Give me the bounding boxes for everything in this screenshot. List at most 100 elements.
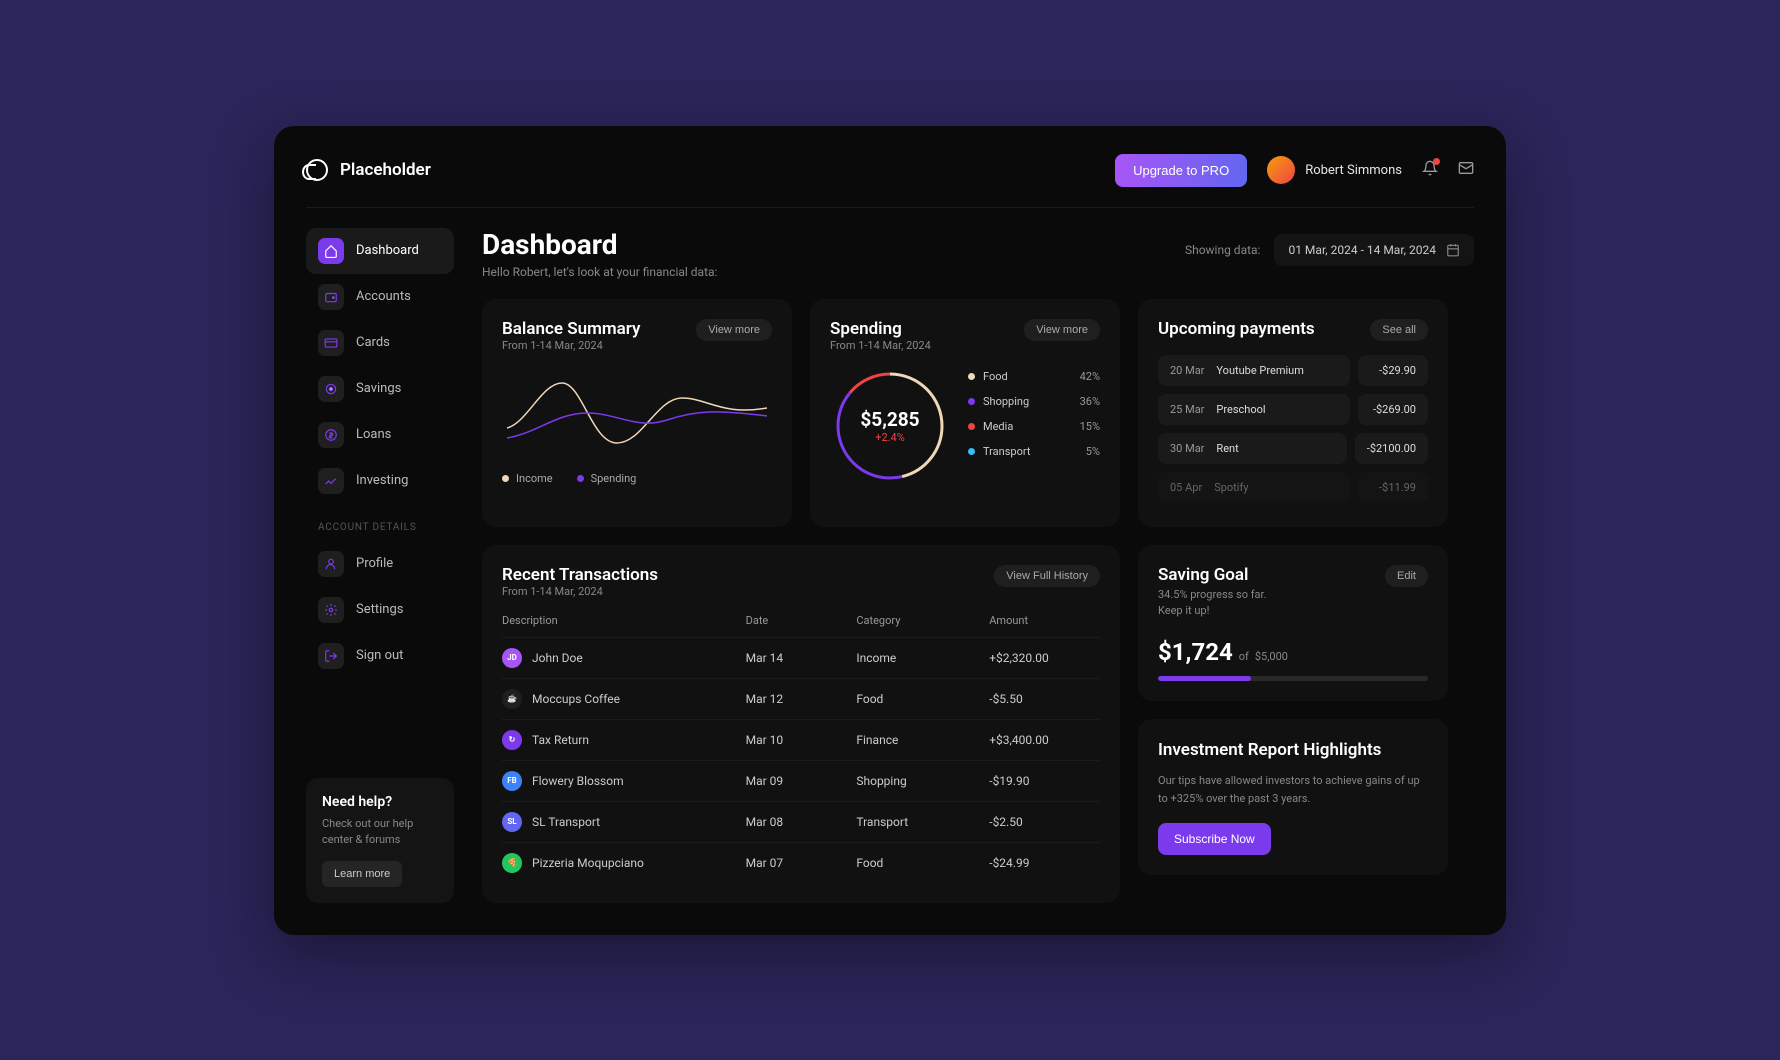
- upcoming-amount: -$269.00: [1358, 394, 1428, 425]
- upcoming-amount: -$2100.00: [1355, 433, 1428, 464]
- sidebar-item-label: Settings: [356, 602, 403, 617]
- balance-view-more-button[interactable]: View more: [696, 319, 772, 341]
- col-description: Description: [502, 614, 746, 627]
- transaction-category: Income: [856, 651, 989, 665]
- category-dot: [968, 423, 975, 430]
- sidebar-item-savings[interactable]: Savings: [306, 366, 454, 412]
- upcoming-row[interactable]: 20 MarYoutube Premium -$29.90: [1158, 355, 1428, 386]
- dollar-icon: [318, 422, 344, 448]
- chart-icon: [318, 468, 344, 494]
- see-all-button[interactable]: See all: [1370, 319, 1428, 341]
- goal-progress: [1158, 676, 1428, 681]
- piggy-icon: [318, 376, 344, 402]
- transaction-category: Food: [856, 856, 989, 870]
- upcoming-amount: -$29.90: [1358, 355, 1428, 386]
- header-actions: Upgrade to PRO Robert Simmons: [1115, 154, 1474, 187]
- transaction-icon: ☕: [502, 689, 522, 709]
- spending-category: Shopping 36%: [968, 395, 1100, 408]
- user-menu[interactable]: Robert Simmons: [1267, 156, 1402, 184]
- table-row[interactable]: SL SL Transport Mar 08 Transport -$2.50: [502, 801, 1100, 842]
- upcoming-card: Upcoming payments See all 20 MarYoutube …: [1138, 299, 1448, 527]
- sidebar-item-profile[interactable]: Profile: [306, 541, 454, 587]
- transaction-category: Food: [856, 692, 989, 706]
- transaction-date: Mar 10: [746, 733, 857, 747]
- sidebar-item-label: Profile: [356, 556, 393, 571]
- learn-more-button[interactable]: Learn more: [322, 861, 402, 887]
- upcoming-row[interactable]: 25 MarPreschool -$269.00: [1158, 394, 1428, 425]
- help-title: Need help?: [322, 794, 438, 810]
- transaction-date: Mar 12: [746, 692, 857, 706]
- category-name: Transport: [983, 445, 1078, 458]
- upcoming-row[interactable]: 05 AprSpotify -$11.99: [1158, 472, 1428, 503]
- spending-view-more-button[interactable]: View more: [1024, 319, 1100, 341]
- calendar-icon: [1446, 243, 1460, 257]
- category-pct: 42%: [1080, 370, 1100, 383]
- table-row[interactable]: FB Flowery Blossom Mar 09 Shopping -$19.…: [502, 760, 1100, 801]
- transaction-amount: +$3,400.00: [989, 733, 1100, 747]
- sidebar-item-investing[interactable]: Investing: [306, 458, 454, 504]
- sidebar-item-label: Sign out: [356, 648, 403, 663]
- recent-transactions-card: Recent Transactions From 1-14 Mar, 2024 …: [482, 545, 1120, 903]
- sidebar-item-settings[interactable]: Settings: [306, 587, 454, 633]
- upcoming-title: Upcoming payments: [1158, 319, 1315, 339]
- invest-text: Our tips have allowed investors to achie…: [1158, 772, 1428, 807]
- balance-card: Balance Summary From 1-14 Mar, 2024 View…: [482, 299, 792, 527]
- balance-legend: Income Spending: [502, 472, 772, 485]
- upcoming-date: 25 Mar: [1170, 403, 1204, 416]
- table-row[interactable]: JD John Doe Mar 14 Income +$2,320.00: [502, 637, 1100, 678]
- category-dot: [968, 373, 975, 380]
- category-dot: [968, 398, 975, 405]
- legend-spending: Spending: [577, 472, 637, 485]
- spending-subtitle: From 1-14 Mar, 2024: [830, 339, 931, 352]
- spending-card: Spending From 1-14 Mar, 2024 View more $…: [810, 299, 1120, 527]
- category-name: Shopping: [983, 395, 1072, 408]
- wallet-icon: [318, 284, 344, 310]
- app-window: Placeholder Upgrade to PRO Robert Simmon…: [274, 126, 1506, 935]
- recent-title: Recent Transactions: [502, 565, 658, 585]
- mail-icon[interactable]: [1458, 160, 1474, 180]
- signout-icon: [318, 643, 344, 669]
- table-row[interactable]: ☕ Moccups Coffee Mar 12 Food -$5.50: [502, 678, 1100, 719]
- transaction-category: Finance: [856, 733, 989, 747]
- right-column: Saving Goal 34.5% progress so far. Keep …: [1138, 545, 1448, 903]
- sidebar-item-sign-out[interactable]: Sign out: [306, 633, 454, 679]
- table-row[interactable]: 🍕 Pizzeria Moqupciano Mar 07 Food -$24.9…: [502, 842, 1100, 883]
- notifications-icon[interactable]: [1422, 160, 1438, 180]
- spending-title: Spending: [830, 319, 931, 339]
- transactions-table: Description Date Category Amount JD John…: [502, 614, 1100, 883]
- help-text: Check out our help center & forums: [322, 816, 438, 849]
- sidebar-item-accounts[interactable]: Accounts: [306, 274, 454, 320]
- brand-name: Placeholder: [340, 160, 431, 180]
- transaction-icon: ↻: [502, 730, 522, 750]
- category-name: Food: [983, 370, 1072, 383]
- goal-of: of: [1239, 650, 1249, 663]
- recent-subtitle: From 1-14 Mar, 2024: [502, 585, 658, 598]
- sidebar-item-label: Savings: [356, 381, 401, 396]
- transaction-date: Mar 14: [746, 651, 857, 665]
- upcoming-row[interactable]: 30 MarRent -$2100.00: [1158, 433, 1428, 464]
- subscribe-button[interactable]: Subscribe Now: [1158, 823, 1271, 855]
- sidebar-item-dashboard[interactable]: Dashboard: [306, 228, 454, 274]
- upgrade-button[interactable]: Upgrade to PRO: [1115, 154, 1247, 187]
- transaction-desc: John Doe: [532, 651, 583, 665]
- transaction-icon: SL: [502, 812, 522, 832]
- table-row[interactable]: ↻ Tax Return Mar 10 Finance +$3,400.00: [502, 719, 1100, 760]
- main-content: Dashboard Hello Robert, let's look at yo…: [482, 228, 1474, 903]
- view-history-button[interactable]: View Full History: [994, 565, 1100, 587]
- transaction-category: Shopping: [856, 774, 989, 788]
- spending-category: Media 15%: [968, 420, 1100, 433]
- invest-title: Investment Report Highlights: [1158, 739, 1428, 763]
- sidebar-item-label: Loans: [356, 427, 391, 442]
- sidebar-item-cards[interactable]: Cards: [306, 320, 454, 366]
- upcoming-amount: -$11.99: [1358, 472, 1428, 503]
- edit-goal-button[interactable]: Edit: [1385, 565, 1428, 587]
- upcoming-date: 30 Mar: [1170, 442, 1204, 455]
- transaction-amount: -$19.90: [989, 774, 1100, 788]
- logo[interactable]: Placeholder: [306, 159, 431, 181]
- sidebar-item-loans[interactable]: Loans: [306, 412, 454, 458]
- upcoming-name: Spotify: [1214, 481, 1248, 494]
- transaction-desc: Pizzeria Moqupciano: [532, 856, 644, 870]
- date-range-picker[interactable]: 01 Mar, 2024 - 14 Mar, 2024: [1274, 234, 1474, 266]
- legend-income: Income: [502, 472, 553, 485]
- upcoming-name: Youtube Premium: [1216, 364, 1303, 377]
